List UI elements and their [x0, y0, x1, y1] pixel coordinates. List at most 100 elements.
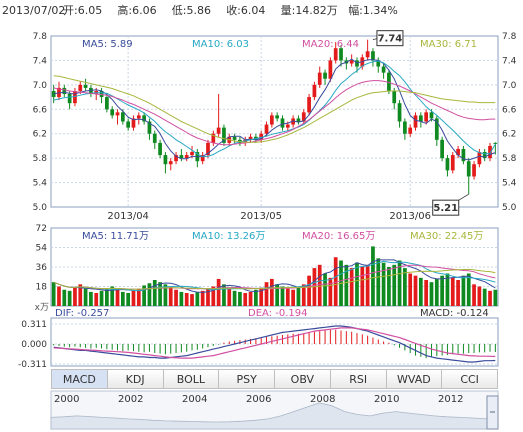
volume-bar [222, 284, 226, 306]
volume-bar [238, 291, 242, 306]
volume-unit: x万 [35, 303, 49, 313]
candle-body [152, 133, 157, 143]
volume-bar [243, 293, 248, 306]
volume-bar [110, 286, 115, 306]
volume-bar [259, 287, 264, 306]
candle-body [78, 84, 83, 91]
volume-bar [461, 275, 466, 306]
candle-body [434, 118, 439, 140]
volume-bar [57, 286, 61, 306]
candle-body [280, 118, 285, 128]
header-date: 2013/07/02 [2, 4, 65, 17]
timeline-navigator[interactable]: 2000 2002 2004 2006 2008 2010 2012 [50, 394, 499, 430]
volume-bar [142, 285, 146, 306]
volume-bar [94, 293, 99, 306]
price-axis-left: 7.8 7.4 7.0 6.6 6.2 5.8 5.4 5.0 [33, 32, 48, 213]
tab-obv[interactable]: OBV [275, 369, 331, 389]
tab-macd[interactable]: MACD [51, 369, 108, 389]
candle-body [89, 87, 93, 95]
candle-body [216, 127, 221, 134]
candle-body [211, 133, 216, 143]
macd-axis: 0.311 0.000 -0.311 [18, 320, 47, 370]
volume-bar [355, 262, 359, 306]
macd-legend-item: MACD: -0.124 [420, 308, 489, 319]
timeline-year: 2008 [310, 394, 335, 405]
candle-body [296, 118, 301, 122]
volume-bar [440, 275, 444, 306]
candle-body [333, 48, 338, 61]
candle-body [99, 90, 104, 98]
candle-body [408, 127, 413, 134]
price-annotations: 7.74 5.21 [372, 30, 469, 216]
price-ma-line [53, 80, 496, 146]
volume-bar [211, 286, 216, 306]
volume-bar [285, 288, 290, 306]
price-tick-left: 6.6 [33, 105, 48, 115]
volume-bar [450, 277, 455, 306]
volume-bar [115, 289, 120, 306]
header-item-1: 高:6.06 [117, 3, 156, 17]
candle-body [259, 133, 264, 140]
volume-tick: 54 [36, 244, 48, 254]
volume-bar [333, 257, 338, 306]
price-tick-right: 5.4 [502, 179, 517, 189]
indicator-tabs: MACD KDJ BOLL PSY OBV RSI WVAD CCI [51, 369, 498, 389]
candle-body [120, 112, 125, 122]
candle-body [456, 148, 460, 156]
candle-body [413, 115, 418, 128]
timeline-year: 2004 [182, 394, 207, 405]
tab-kdj[interactable]: KDJ [107, 369, 164, 389]
volume-bar [174, 289, 178, 306]
candle-body [339, 48, 343, 61]
candle-body [200, 155, 205, 162]
price-tick-right: 5.0 [502, 203, 517, 213]
volume-bars [51, 246, 498, 306]
tab-wvad[interactable]: WVAD [386, 369, 443, 389]
tab-boll[interactable]: BOLL [163, 369, 220, 389]
price-x-axis: 2013/04 2013/05 2013/06 [107, 211, 431, 222]
volume-bar [163, 284, 168, 306]
candle-body [126, 121, 131, 128]
timeline-area [50, 402, 499, 430]
macd-tick: 0.000 [21, 340, 47, 350]
annotation-label: 5.21 [433, 203, 458, 214]
tab-rsi[interactable]: RSI [330, 369, 387, 389]
volume-bar [232, 290, 237, 306]
macd-legend-item: DEA: -0.194 [248, 308, 307, 319]
macd-tick: 0.311 [21, 320, 47, 330]
price-tick-right: 7.0 [502, 81, 517, 91]
price-axis-right: 7.8 7.4 7.0 6.6 6.2 5.8 5.4 5.0 [502, 32, 517, 213]
price-ma-line [53, 58, 496, 161]
tab-psy[interactable]: PSY [219, 369, 275, 389]
volume-bar [120, 291, 125, 306]
candle-body [317, 72, 322, 85]
volume-bar [456, 280, 460, 306]
price-tick-right: 6.6 [502, 105, 517, 115]
volume-bar [168, 286, 173, 306]
candle-body [424, 112, 429, 122]
candle-body [403, 121, 407, 134]
price-legend-item: MA10: 6.03 [192, 39, 249, 50]
header-item-3: 收:6.04 [226, 3, 265, 17]
volume-bar [323, 273, 327, 306]
tab-cci[interactable]: CCI [442, 369, 498, 389]
volume-legend-item: MA20: 16.65万 [302, 231, 375, 242]
price-x-tick: 2013/05 [240, 211, 282, 222]
candle-body [142, 115, 146, 122]
price-tick-left: 5.0 [33, 203, 48, 213]
candle-body [168, 161, 173, 165]
candle-body [67, 94, 72, 104]
header-item-5: 幅:1.34% [348, 4, 398, 17]
volume-bar [147, 283, 152, 306]
volume-bar [275, 284, 280, 306]
volume-bar [466, 273, 471, 306]
candle-body [131, 118, 136, 128]
volume-bar [136, 288, 141, 306]
candle-body [163, 155, 168, 165]
price-tick-left: 6.2 [33, 130, 47, 140]
volume-bar [488, 290, 492, 306]
volume-bar [344, 264, 349, 306]
candle-body [206, 142, 210, 156]
volume-bar [216, 278, 221, 306]
